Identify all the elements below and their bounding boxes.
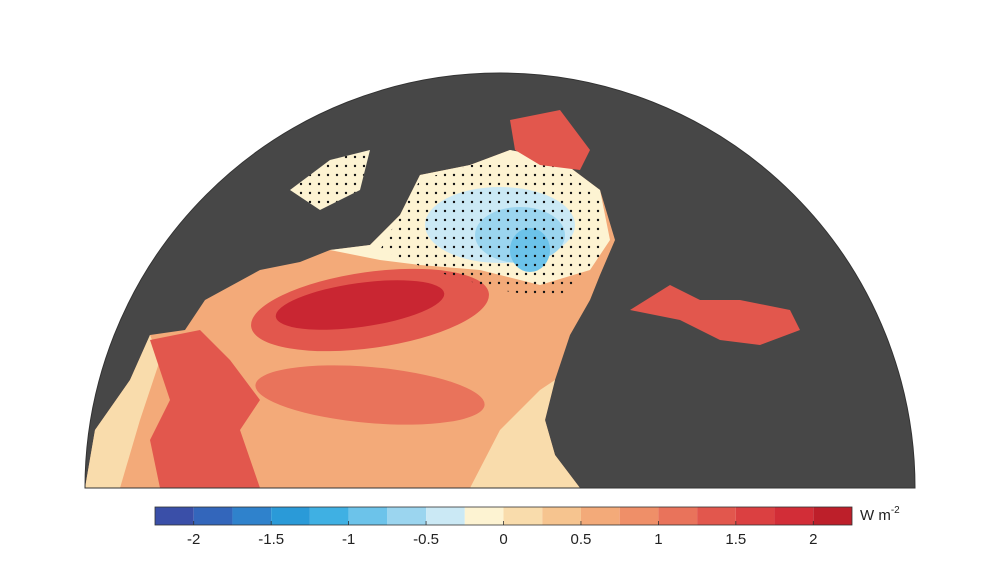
ocean xyxy=(470,380,580,488)
tick-label: 0 xyxy=(499,531,507,548)
colorbar: W m-2 -2 -1.5 -1 -0.5 0 0.5 1 1.5 2 xyxy=(154,505,900,548)
colorbar-segment xyxy=(697,507,736,525)
tick-label: -1 xyxy=(342,531,355,548)
colorbar-segment xyxy=(503,507,543,525)
ocean xyxy=(150,330,260,488)
colorbar-segment xyxy=(193,507,233,525)
colorbar-segment xyxy=(426,507,465,525)
colorbar-segment xyxy=(464,507,504,525)
colorbar-segment xyxy=(658,507,698,525)
colorbar-segment xyxy=(813,507,852,525)
colorbar-segment xyxy=(232,507,272,525)
colorbar-segment xyxy=(387,507,427,525)
unit-exponent: -2 xyxy=(891,505,900,516)
ocean xyxy=(275,280,445,330)
tick-label: 2 xyxy=(809,531,817,548)
stippling xyxy=(380,165,600,300)
tick-label: -0.5 xyxy=(413,531,439,548)
colorbar-segment xyxy=(774,507,814,525)
tick-label: 1 xyxy=(654,531,662,548)
colorbar-segment xyxy=(348,507,388,525)
ocean xyxy=(85,335,160,488)
tick-label: -2 xyxy=(187,531,200,548)
ocean xyxy=(255,365,485,425)
map xyxy=(85,73,915,488)
unit-text: W m xyxy=(860,507,891,524)
tick-label: -1.5 xyxy=(258,531,284,548)
colorbar-segment xyxy=(309,507,349,525)
ocean xyxy=(510,110,590,170)
tick-label: 1.5 xyxy=(725,531,746,548)
colorbar-segment xyxy=(155,507,194,525)
ocean xyxy=(630,285,800,345)
colorbar-segment xyxy=(619,507,659,525)
colorbar-unit: W m-2 xyxy=(860,505,900,524)
tick-label: 0.5 xyxy=(571,531,592,548)
stippling xyxy=(290,150,370,210)
colorbar-segment xyxy=(271,507,310,525)
map-outline xyxy=(84,72,916,489)
colorbar-segment xyxy=(580,507,620,525)
colorbar-segment xyxy=(542,507,581,525)
colorbar-segment xyxy=(735,507,775,525)
